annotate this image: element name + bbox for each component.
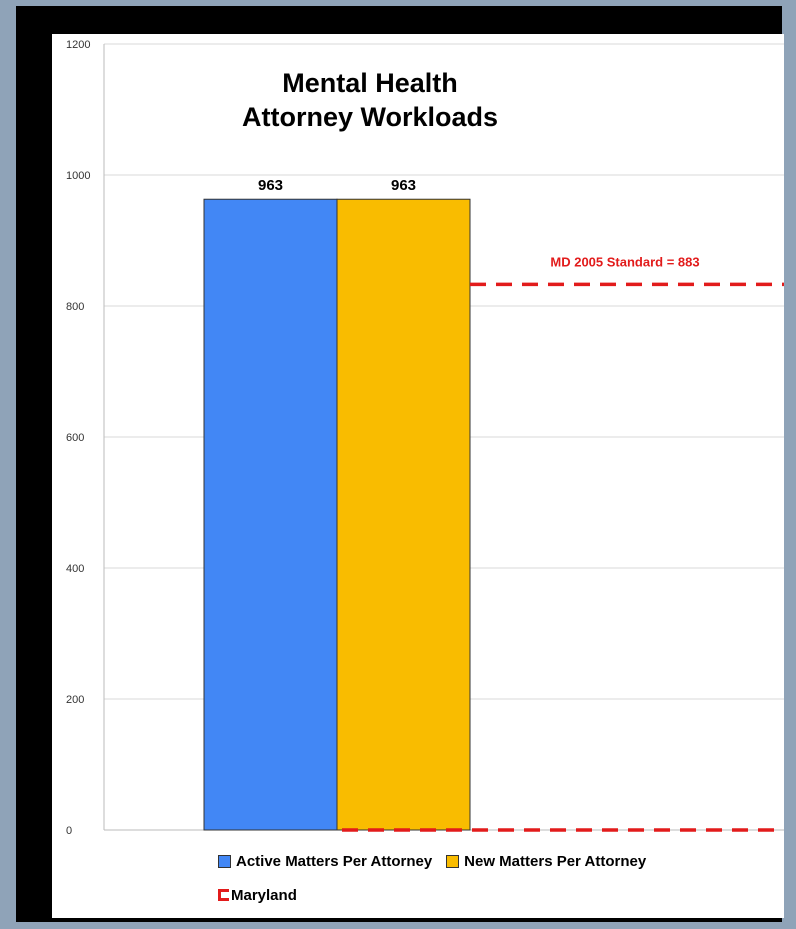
legend-item-active: Active Matters Per Attorney xyxy=(218,853,432,870)
legend-series-row: Active Matters Per Attorney New Matters … xyxy=(218,850,660,872)
y-tick-label: 200 xyxy=(66,694,84,706)
chart-title-line-1: Mental Health xyxy=(282,68,458,98)
legend-label-active: Active Matters Per Attorney xyxy=(236,852,433,870)
chart-title-line-2: Attorney Workloads xyxy=(241,102,499,132)
legend-label-new: New Matters Per Attorney xyxy=(464,852,647,870)
y-tick-label: 600 xyxy=(66,432,84,444)
chart-frame: 0 200 400 600 800 1000 1200 963 963 MD 2005 Stand… xyxy=(16,6,784,922)
bar-data-label: 963 xyxy=(258,177,283,194)
bar-1 xyxy=(336,198,471,831)
bar-data-label: 963 xyxy=(391,177,416,194)
chart-canvas: 0 200 400 600 800 1000 1200 963 963 MD 2005 Stand… xyxy=(52,34,784,918)
chart-title: Mental Health Attorney Workloads xyxy=(202,66,538,134)
legend-item-new: New Matters Per Attorney xyxy=(446,853,646,870)
bar-chart: 0 200 400 600 800 1000 1200 963 963 MD 2005 Stand… xyxy=(66,39,784,837)
y-tick-label: 400 xyxy=(66,563,84,575)
y-tick-label: 800 xyxy=(66,301,84,313)
legend: Active Matters Per Attorney New Matters … xyxy=(218,850,660,918)
legend-maryland-row: Maryland xyxy=(218,884,660,906)
reference-line-label: MD 2005 Standard = 883 xyxy=(550,254,699,269)
y-tick-label: 0 xyxy=(66,825,72,837)
legend-swatch-active xyxy=(218,854,231,868)
y-tick-label: 1200 xyxy=(66,39,90,51)
legend-swatch-new xyxy=(446,854,460,868)
maryland-line-icon xyxy=(218,889,229,901)
bar-0 xyxy=(203,198,338,831)
legend-label-maryland: Maryland xyxy=(231,886,297,904)
y-tick-label: 1000 xyxy=(66,170,90,182)
